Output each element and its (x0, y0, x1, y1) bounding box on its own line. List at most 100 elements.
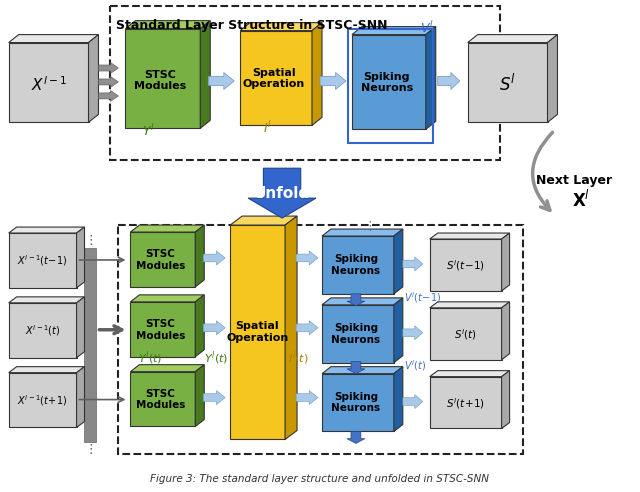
Polygon shape (438, 72, 460, 90)
Polygon shape (347, 362, 365, 373)
Polygon shape (347, 431, 365, 443)
Polygon shape (99, 76, 118, 88)
Polygon shape (547, 34, 557, 123)
Polygon shape (208, 72, 234, 90)
Text: $Y^l$: $Y^l$ (142, 123, 155, 139)
Text: $X^{l-1}(t\!-\!1)$: $X^{l-1}(t\!-\!1)$ (17, 253, 68, 268)
Bar (348, 29, 433, 143)
Polygon shape (240, 31, 312, 125)
Polygon shape (77, 297, 84, 358)
Polygon shape (131, 302, 195, 357)
Text: $Y^l(t)$: $Y^l(t)$ (138, 349, 163, 367)
Polygon shape (99, 91, 118, 101)
Text: STSC
Modules: STSC Modules (136, 249, 185, 271)
Polygon shape (312, 23, 322, 125)
Polygon shape (9, 233, 77, 288)
Polygon shape (83, 248, 97, 442)
Polygon shape (468, 34, 557, 43)
Polygon shape (430, 233, 509, 239)
Text: Spiking
Neurons: Spiking Neurons (332, 323, 381, 344)
Text: $I^l$: $I^l$ (262, 121, 271, 136)
Polygon shape (296, 321, 318, 335)
Polygon shape (125, 21, 210, 29)
Text: Next Layer: Next Layer (536, 174, 612, 186)
Polygon shape (352, 27, 436, 34)
Polygon shape (9, 303, 77, 358)
Text: Unfold: Unfold (254, 185, 310, 201)
Polygon shape (195, 365, 204, 427)
Polygon shape (230, 216, 297, 225)
Polygon shape (430, 370, 509, 377)
Polygon shape (9, 297, 84, 303)
Text: $V^l(t\!-\!1)$: $V^l(t\!-\!1)$ (404, 291, 441, 306)
Polygon shape (200, 21, 210, 128)
Polygon shape (204, 321, 225, 335)
Polygon shape (195, 225, 204, 287)
Polygon shape (9, 43, 88, 123)
Polygon shape (296, 251, 318, 265)
Polygon shape (403, 326, 423, 340)
Polygon shape (502, 370, 509, 429)
Polygon shape (322, 367, 403, 373)
Polygon shape (403, 257, 423, 271)
Polygon shape (430, 377, 502, 429)
Polygon shape (204, 251, 225, 265)
Text: STSC
Modules: STSC Modules (134, 70, 186, 92)
Polygon shape (502, 233, 509, 291)
Polygon shape (204, 391, 225, 404)
Text: STSC
Modules: STSC Modules (136, 319, 185, 340)
Polygon shape (88, 34, 99, 123)
Polygon shape (394, 367, 403, 431)
Text: ⋮: ⋮ (364, 219, 376, 233)
Text: $X^{l-1}(t\!+\!1)$: $X^{l-1}(t\!+\!1)$ (17, 393, 68, 408)
Text: $S^l(t\!-\!1)$: $S^l(t\!-\!1)$ (446, 258, 485, 274)
FancyBboxPatch shape (111, 6, 500, 160)
Polygon shape (296, 391, 318, 404)
Text: $Y^l(t)$: $Y^l(t)$ (204, 349, 228, 367)
Polygon shape (426, 27, 436, 129)
Polygon shape (320, 72, 346, 90)
Polygon shape (131, 225, 204, 232)
Text: $\mathbf{X}^l$: $\mathbf{X}^l$ (572, 189, 591, 211)
Polygon shape (131, 295, 204, 302)
Text: Standard Layer Structure in STSC-SNN: Standard Layer Structure in STSC-SNN (116, 19, 388, 31)
Polygon shape (131, 371, 195, 427)
Polygon shape (125, 29, 200, 128)
Text: $X^{l-1}(t)$: $X^{l-1}(t)$ (25, 323, 60, 338)
Text: $V^l(t)$: $V^l(t)$ (404, 358, 426, 373)
Polygon shape (347, 294, 365, 306)
Polygon shape (195, 295, 204, 357)
Polygon shape (322, 298, 403, 305)
Polygon shape (430, 308, 502, 360)
Text: $V^l$: $V^l$ (420, 20, 433, 35)
Polygon shape (394, 298, 403, 363)
Polygon shape (230, 225, 285, 439)
Polygon shape (9, 34, 99, 43)
Polygon shape (322, 236, 394, 294)
Polygon shape (9, 227, 84, 233)
Text: ⋮: ⋮ (84, 234, 97, 246)
Text: $S^l(t)$: $S^l(t)$ (454, 327, 477, 342)
Polygon shape (131, 232, 195, 287)
Text: Spiking
Neurons: Spiking Neurons (361, 72, 413, 93)
Text: Figure 3: The standard layer structure and unfolded in STSC-SNN: Figure 3: The standard layer structure a… (150, 474, 490, 484)
Text: $X^{l-1}$: $X^{l-1}$ (31, 75, 67, 94)
Polygon shape (240, 23, 322, 31)
Text: $I^l(t)$: $I^l(t)$ (288, 349, 308, 367)
Polygon shape (131, 365, 204, 371)
Text: ⋮: ⋮ (84, 443, 97, 456)
Polygon shape (322, 373, 394, 431)
Text: Spiking
Neurons: Spiking Neurons (332, 392, 381, 413)
Polygon shape (9, 372, 77, 428)
Polygon shape (403, 395, 423, 408)
Polygon shape (99, 62, 118, 73)
Text: Spatial
Operation: Spatial Operation (226, 321, 288, 342)
Polygon shape (9, 367, 84, 372)
Polygon shape (502, 302, 509, 360)
Polygon shape (285, 216, 297, 439)
Polygon shape (394, 229, 403, 294)
Polygon shape (430, 302, 509, 308)
Text: $S^l(t\!+\!1)$: $S^l(t\!+\!1)$ (446, 396, 485, 411)
Text: STSC
Modules: STSC Modules (136, 389, 185, 410)
Text: Spatial
Operation: Spatial Operation (243, 68, 305, 89)
